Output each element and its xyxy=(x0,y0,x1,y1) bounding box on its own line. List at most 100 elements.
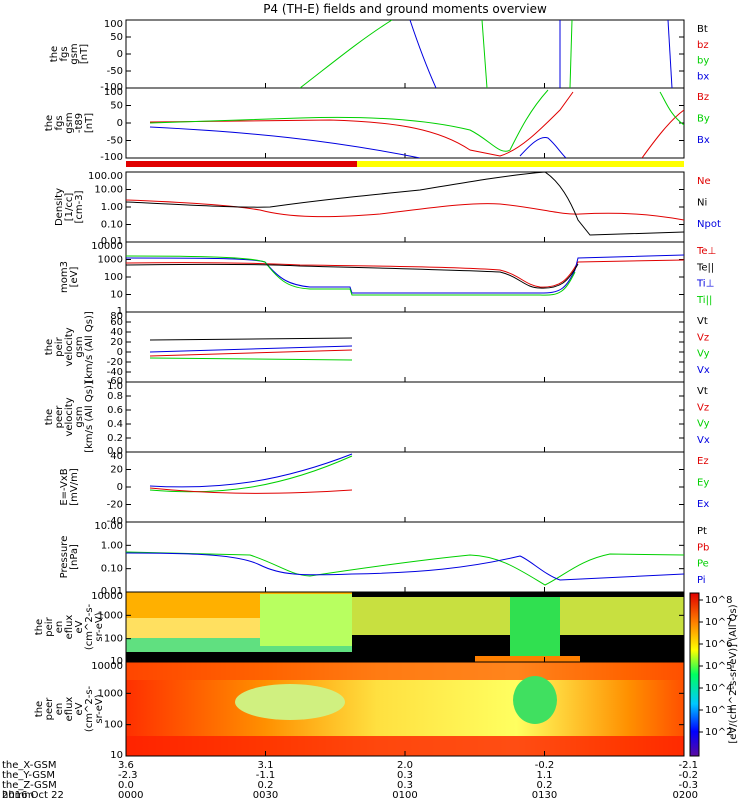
peer_eflux-panel: 10000 1000 100 10 the peer en eflux eV (cm^2-s-sr… xyxy=(34,661,685,761)
colorbar-tick-label: 10^5 xyxy=(705,661,732,672)
t89-by-curve-2 xyxy=(659,91,684,126)
ytick-label: 1 xyxy=(117,306,123,317)
ytick-label: 0.01 xyxy=(101,586,123,597)
legend-entry: Ne xyxy=(697,176,711,187)
temperature-curves xyxy=(126,254,684,296)
footer-value: 0.0 xyxy=(118,780,134,791)
legend-entry: Vz xyxy=(697,332,709,343)
peir-bottom-strip xyxy=(475,656,580,662)
fgs-by-curve-2 xyxy=(481,20,488,88)
ylabel-line: [km/s (All Qs)] xyxy=(84,311,95,383)
colorbar-tick-label: 10^6 xyxy=(705,639,732,650)
ylabel-line: (cm^2-s- xyxy=(84,685,95,732)
ylabel-line: the xyxy=(44,409,55,425)
pressure-pi-curve xyxy=(126,552,684,581)
fgs_minus_t89-ylabel: the fgs gsm -t89 [nT] xyxy=(44,112,95,133)
ytick-label: 0.8 xyxy=(107,391,123,402)
ylabel-line: [nT] xyxy=(84,113,95,133)
colorbar-tick-label: 10^7 xyxy=(705,617,732,628)
ylabel-line: peir xyxy=(54,336,65,356)
temperature-panel: 10000 1000 100 10 1 mom3 [eV] Te⊥ Te|| Ti⊥ Ti|| xyxy=(59,241,716,317)
density-frame xyxy=(125,171,685,243)
ytick-label: 100 xyxy=(104,272,123,283)
pressure-curves xyxy=(126,551,684,586)
peer_eflux-ylabel: the peer en eflux eV (cm^2-s-sr-eV) xyxy=(34,685,105,732)
ylabel-line: gsm xyxy=(74,406,85,427)
ytick-label: -50 xyxy=(107,136,123,147)
temp-ti-curve xyxy=(126,254,684,294)
ylabel-line: the xyxy=(44,339,55,355)
legend-entry: Ey xyxy=(697,477,709,488)
ytick-label: -100 xyxy=(100,152,123,163)
footer-value: 0100 xyxy=(392,790,417,800)
ylabel-line: gsm xyxy=(69,43,80,64)
peer_velocity-frame xyxy=(125,381,685,453)
ylabel-line: [nPa] xyxy=(69,544,80,570)
legend-entry: bx xyxy=(697,72,709,83)
ytick-label: 0.2 xyxy=(107,433,123,444)
peer_velocity-panel: 1.00.8 0.6 0.4 0.2 0.0 the peer velocity gsm [km/… xyxy=(44,381,710,457)
footer-value: -0.3 xyxy=(678,780,698,791)
ylabel-line: gsm xyxy=(74,336,85,357)
footer-value: -0.2 xyxy=(678,770,698,781)
footer-value: 0030 xyxy=(253,790,278,800)
ylabel-line: sr-eV) xyxy=(94,612,105,641)
ytick-label: 80 xyxy=(110,311,123,322)
legend-entry: Vy xyxy=(697,419,710,430)
region-bar-yellow xyxy=(357,161,684,167)
ytick-label: -60 xyxy=(107,376,123,387)
pressure-ylabel: Pressure [nPa] xyxy=(59,536,80,579)
legend-entry: Te⊥ xyxy=(696,246,716,257)
ytick-label: 0.01 xyxy=(101,236,123,247)
legend-entry: Vz xyxy=(697,402,709,413)
legend-entry: Ti⊥ xyxy=(696,279,714,290)
fgs-bx-curve-3 xyxy=(667,20,673,88)
footer-row-label: hhmm xyxy=(2,790,34,800)
efield-ylabel: E=-VxB [mV/m] xyxy=(59,468,80,506)
peir-vt-curve xyxy=(149,337,353,341)
region-bar-red xyxy=(126,161,357,167)
ylabel-line: (cm^2-s- xyxy=(84,603,95,650)
legend-entry: Te|| xyxy=(696,262,714,273)
footer-value: 0.3 xyxy=(397,770,413,781)
ylabel-line: sr-eV) xyxy=(94,694,105,723)
density-curves xyxy=(126,172,684,236)
peir_velocity-ylabel: the peir velocity gsm [km/s (All Qs)] xyxy=(44,311,95,383)
peir-vy-curve xyxy=(149,357,353,361)
ytick-label: 100 xyxy=(104,634,123,645)
fgs-curves xyxy=(299,20,673,88)
ylabel-line: gsm xyxy=(64,112,75,133)
peir-velocity-curves xyxy=(149,337,353,361)
ytick-label: 0 xyxy=(117,482,123,493)
ytick-label: 1.0 xyxy=(107,381,123,392)
ytick-label: -20 xyxy=(107,357,123,368)
ytick-label: 1000 xyxy=(98,610,123,621)
ytick-label: 1000 xyxy=(98,688,123,699)
ytick-label: 40 xyxy=(110,451,123,462)
colorbar-ticks: 10^8 10^7 10^6 10^5 10^4 10^3 10^2 xyxy=(699,595,732,738)
footer-value: 0.2 xyxy=(537,780,553,791)
efield-ex-curve xyxy=(149,453,353,488)
ylabel-line: peer xyxy=(54,405,65,429)
footer-value: 1.1 xyxy=(537,770,553,781)
ytick-label: -50 xyxy=(107,66,123,77)
ylabel-line: eflux xyxy=(64,615,75,640)
ytick-label: 0 xyxy=(117,49,123,60)
ytick-label: 10 xyxy=(110,290,123,301)
ytick-label: 100.00 xyxy=(88,171,123,182)
ylabel-line: [mV/m] xyxy=(69,468,80,506)
peir-vz-curve xyxy=(149,349,353,357)
legend-entry: Bt xyxy=(697,24,708,35)
ylabel-line: the xyxy=(49,46,60,62)
pressure-pe-curve xyxy=(126,551,684,586)
legend-entry: Ti|| xyxy=(696,295,712,306)
ytick-label: 0.4 xyxy=(107,419,123,430)
legend-entry: Vy xyxy=(697,349,710,360)
legend-entry: Pi xyxy=(697,575,706,586)
ylabel-line: [km/s (All Qs)] xyxy=(84,381,95,453)
t89-by-curve xyxy=(149,89,549,152)
ytick-label: 10000 xyxy=(91,661,123,672)
fgs_minus_t89-panel: 100 50 0 -50 -100 the fgs gsm -t89 [nT] Bz By Bx xyxy=(44,87,710,163)
legend-entry: Pb xyxy=(697,542,709,553)
